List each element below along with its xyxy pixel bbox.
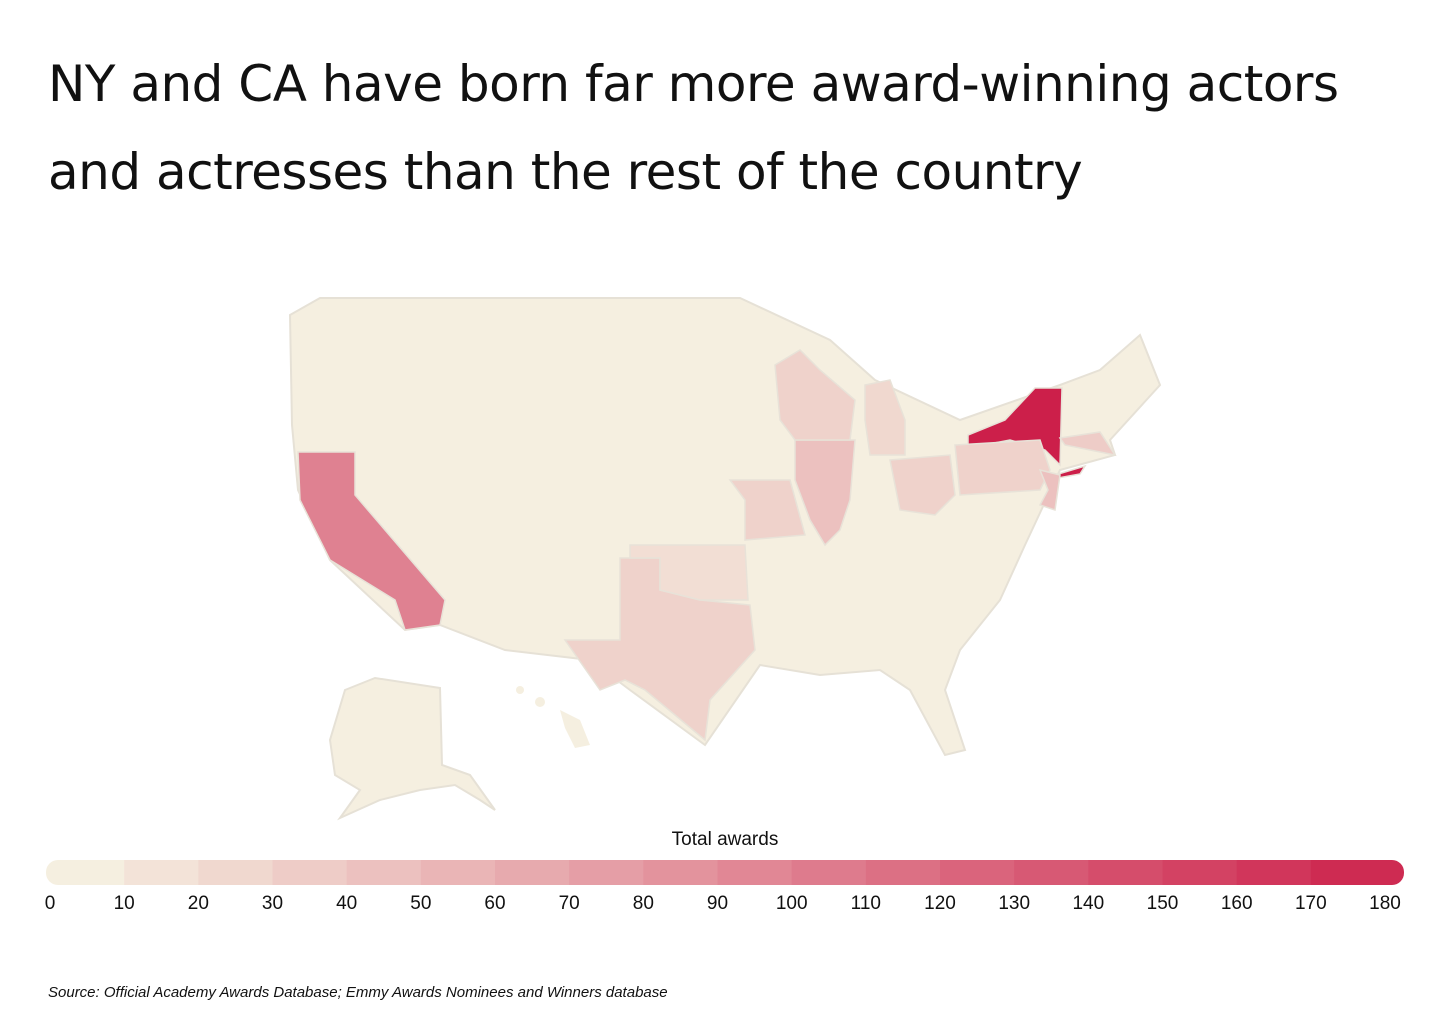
legend-tick-label: 50: [410, 893, 431, 914]
legend-tick-label: 180: [1369, 893, 1401, 914]
legend-bar: [46, 860, 1404, 885]
state: [1038, 468, 1061, 511]
legend-step: [420, 860, 496, 885]
legend-tick-label: 20: [188, 893, 209, 914]
legend-step: [198, 860, 273, 885]
state: [954, 439, 1051, 496]
legend-title: Total awards: [672, 829, 779, 850]
alaska: [328, 676, 496, 821]
state: [1058, 431, 1117, 457]
state: [889, 454, 956, 516]
legend-step: [1162, 860, 1238, 885]
legend-step: [865, 860, 941, 885]
legend-tick-label: 0: [45, 893, 56, 914]
legend-tick-label: 60: [484, 893, 505, 914]
legend-tick-label: 80: [633, 893, 654, 914]
legend-step: [346, 860, 422, 885]
legend-step: [1014, 860, 1089, 885]
hawaii: [516, 686, 524, 694]
state: [728, 479, 806, 541]
state: [297, 451, 446, 631]
source: Source: Official Academy Awards Database…: [48, 984, 668, 1001]
legend-step: [940, 860, 1015, 885]
hawaii: [560, 710, 590, 748]
hawaii: [535, 697, 545, 707]
us-outline: [288, 297, 1162, 757]
title: NY and CA have born far more award-winni…: [48, 55, 1339, 201]
legend-tick-label: 150: [1147, 893, 1179, 914]
legend-tick-label: 160: [1221, 893, 1253, 914]
legend-step: [1088, 860, 1163, 885]
legend-step: [495, 860, 570, 885]
legend-step: [1310, 860, 1404, 885]
legend-step: [643, 860, 718, 885]
legend-tick-label: 120: [924, 893, 956, 914]
state: [794, 439, 856, 547]
legend-tick-label: 30: [262, 893, 283, 914]
legend-tick-label: 90: [707, 893, 728, 914]
legend-step: [46, 860, 125, 885]
legend-tick-label: 40: [336, 893, 357, 914]
legend-tick-label: 140: [1072, 893, 1104, 914]
legend-step: [272, 860, 348, 885]
legend-tick-label: 100: [776, 893, 808, 914]
legend-tick-label: 70: [559, 893, 580, 914]
legend-step: [791, 860, 867, 885]
legend-step: [569, 860, 644, 885]
legend-step: [1236, 860, 1312, 885]
state: [774, 349, 856, 441]
legend-tick-label: 130: [998, 893, 1030, 914]
legend-tick-label: 110: [851, 893, 881, 914]
legend-step: [124, 860, 199, 885]
legend-step: [717, 860, 793, 885]
state: [864, 379, 906, 456]
legend-tick-label: 170: [1295, 893, 1327, 914]
legend-tick-label: 10: [114, 893, 135, 914]
state: [629, 544, 749, 601]
